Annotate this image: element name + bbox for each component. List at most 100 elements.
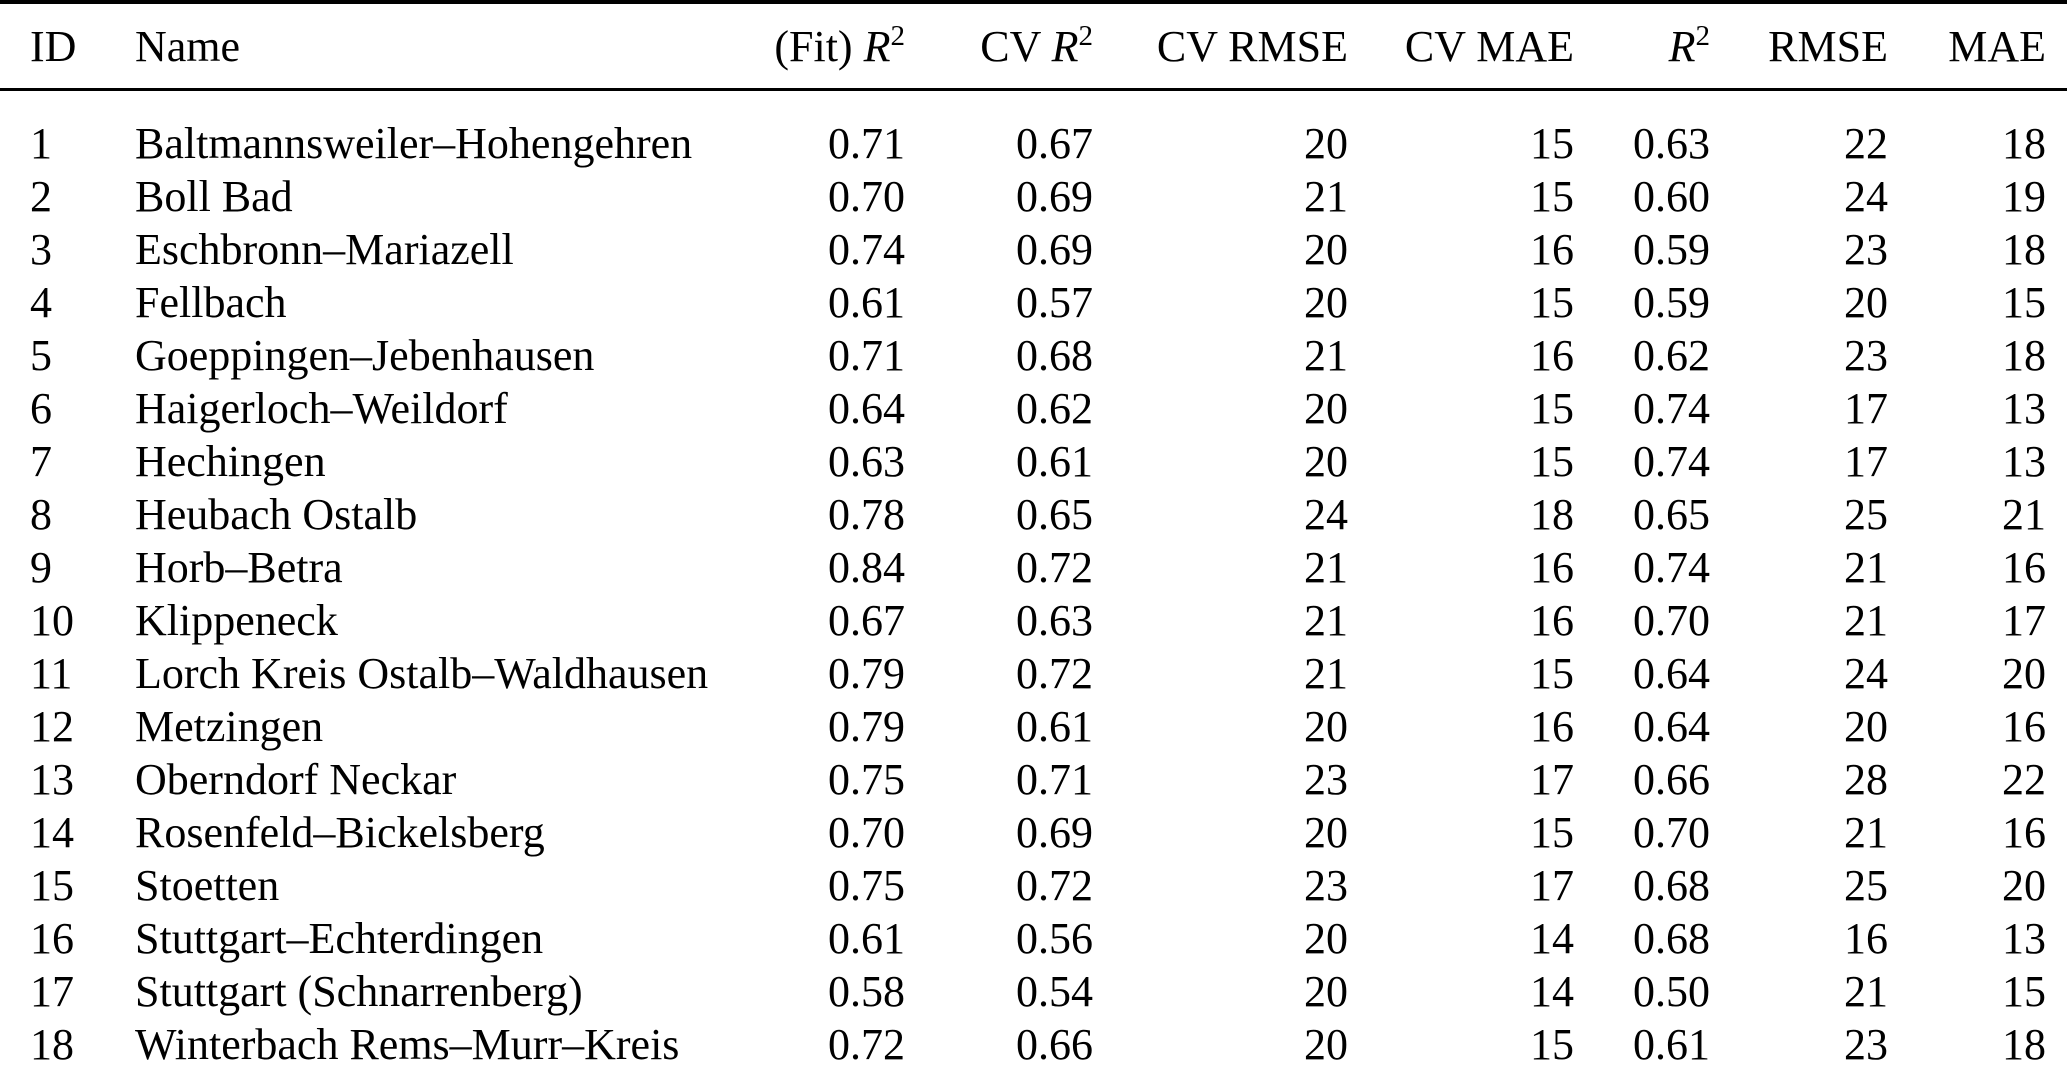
cell-mae: 16	[2002, 702, 2046, 751]
cell-rmse: 24	[1844, 649, 1888, 698]
cell-cv-r2: 0.72	[1016, 543, 1093, 592]
cell-cv-mae: 15	[1530, 649, 1574, 698]
cell-cv-r2: 0.69	[1016, 225, 1093, 274]
cell-rmse: 25	[1844, 490, 1888, 539]
cell-name: Winterbach Rems–Murr–Kreis	[135, 1020, 680, 1069]
cell-fit-r2: 0.74	[828, 225, 905, 274]
cell-cv-rmse: 23	[1304, 861, 1348, 910]
cell-id: 17	[30, 967, 74, 1016]
cell-mae: 16	[2002, 808, 2046, 857]
cell-id: 11	[30, 649, 73, 698]
cell-fit-r2: 0.70	[828, 172, 905, 221]
table-row: 10 Klippeneck 0.67 0.63 21 16 0.70 21 17	[0, 594, 2067, 647]
cell-id: 14	[30, 808, 74, 857]
cell-cv-mae: 14	[1530, 967, 1574, 1016]
column-header-rmse: RMSE	[1710, 2, 1888, 91]
cell-mae: 13	[2002, 437, 2046, 486]
cell-mae: 15	[2002, 967, 2046, 1016]
cell-rmse: 17	[1844, 437, 1888, 486]
table-row: 5 Goeppingen–Jebenhausen 0.71 0.68 21 16 0.62 2…	[0, 329, 2067, 382]
cell-cv-mae: 15	[1530, 1020, 1574, 1069]
cell-fit-r2: 0.75	[828, 755, 905, 804]
cell-id: 13	[30, 755, 74, 804]
cell-cv-r2: 0.71	[1016, 755, 1093, 804]
cell-r2: 0.70	[1633, 596, 1710, 645]
table-header-row: ID Name (Fit) R2 CV R2 CV RMSE CV MAE R2 RMSE MA…	[0, 2, 2067, 91]
cell-cv-mae: 15	[1530, 119, 1574, 168]
cell-mae: 19	[2002, 172, 2046, 221]
cell-cv-r2: 0.72	[1016, 649, 1093, 698]
cell-cv-r2: 0.54	[1016, 967, 1093, 1016]
cell-cv-r2: 0.56	[1016, 914, 1093, 963]
cell-r2: 0.63	[1633, 119, 1710, 168]
cell-cv-rmse: 20	[1304, 914, 1348, 963]
cell-id: 3	[30, 225, 52, 274]
cell-cv-rmse: 21	[1304, 172, 1348, 221]
cell-r2: 0.68	[1633, 914, 1710, 963]
cell-fit-r2: 0.79	[828, 702, 905, 751]
cell-cv-mae: 17	[1530, 755, 1574, 804]
table-row: 8 Heubach Ostalb 0.78 0.65 24 18 0.65 25 21	[0, 488, 2067, 541]
cell-r2: 0.74	[1633, 437, 1710, 486]
cell-fit-r2: 0.70	[828, 808, 905, 857]
column-header-name: Name	[100, 2, 715, 91]
cell-name: Haigerloch–Weildorf	[135, 384, 508, 433]
cell-rmse: 22	[1844, 119, 1888, 168]
cell-cv-rmse: 24	[1304, 490, 1348, 539]
table-row: 9 Horb–Betra 0.84 0.72 21 16 0.74 21 16	[0, 541, 2067, 594]
cell-cv-r2: 0.62	[1016, 384, 1093, 433]
cell-mae: 20	[2002, 649, 2046, 698]
cell-r2: 0.64	[1633, 649, 1710, 698]
cell-cv-r2: 0.68	[1016, 331, 1093, 380]
cell-cv-r2: 0.61	[1016, 702, 1093, 751]
cell-name: Hechingen	[135, 437, 326, 486]
cell-mae: 18	[2002, 1020, 2046, 1069]
cell-r2: 0.66	[1633, 755, 1710, 804]
cell-rmse: 23	[1844, 225, 1888, 274]
cell-id: 1	[30, 119, 52, 168]
cell-mae: 20	[2002, 861, 2046, 910]
column-header-id: ID	[0, 2, 100, 91]
column-header-mae: MAE	[1888, 2, 2067, 91]
cell-id: 12	[30, 702, 74, 751]
cell-id: 15	[30, 861, 74, 910]
cell-mae: 16	[2002, 543, 2046, 592]
cell-name: Heubach Ostalb	[135, 490, 418, 539]
cell-cv-rmse: 21	[1304, 543, 1348, 592]
cell-fit-r2: 0.61	[828, 278, 905, 327]
cell-r2: 0.64	[1633, 702, 1710, 751]
cell-r2: 0.68	[1633, 861, 1710, 910]
cell-fit-r2: 0.58	[828, 967, 905, 1016]
cell-cv-r2: 0.66	[1016, 1020, 1093, 1069]
cell-name: Rosenfeld–Bickelsberg	[135, 808, 545, 857]
cell-id: 9	[30, 543, 52, 592]
cell-cv-rmse: 23	[1304, 755, 1348, 804]
cell-cv-mae: 15	[1530, 172, 1574, 221]
cell-mae: 21	[2002, 490, 2046, 539]
table-row: 14 Rosenfeld–Bickelsberg 0.70 0.69 20 15 0.70 2…	[0, 806, 2067, 859]
cell-fit-r2: 0.75	[828, 861, 905, 910]
cell-name: Stuttgart–Echterdingen	[135, 914, 544, 963]
cell-r2: 0.61	[1633, 1020, 1710, 1069]
cell-r2: 0.65	[1633, 490, 1710, 539]
cell-fit-r2: 0.71	[828, 331, 905, 380]
cell-id: 5	[30, 331, 52, 380]
table-row: 11 Lorch Kreis Ostalb–Waldhausen 0.79 0.72 2…	[0, 647, 2067, 700]
cell-cv-r2: 0.67	[1016, 119, 1093, 168]
cell-id: 2	[30, 172, 52, 221]
cell-name: Baltmannsweiler–Hohengehren	[135, 119, 693, 168]
cell-cv-rmse: 21	[1304, 331, 1348, 380]
cell-cv-r2: 0.57	[1016, 278, 1093, 327]
cell-r2: 0.60	[1633, 172, 1710, 221]
cell-mae: 15	[2002, 278, 2046, 327]
cell-rmse: 25	[1844, 861, 1888, 910]
cell-cv-r2: 0.72	[1016, 861, 1093, 910]
table-row: 18 Winterbach Rems–Murr–Kreis 0.72 0.66 20 15…	[0, 1018, 2067, 1084]
cell-cv-mae: 16	[1530, 702, 1574, 751]
cell-cv-rmse: 20	[1304, 808, 1348, 857]
cell-rmse: 28	[1844, 755, 1888, 804]
cell-fit-r2: 0.61	[828, 914, 905, 963]
cell-cv-r2: 0.69	[1016, 808, 1093, 857]
cell-rmse: 24	[1844, 172, 1888, 221]
